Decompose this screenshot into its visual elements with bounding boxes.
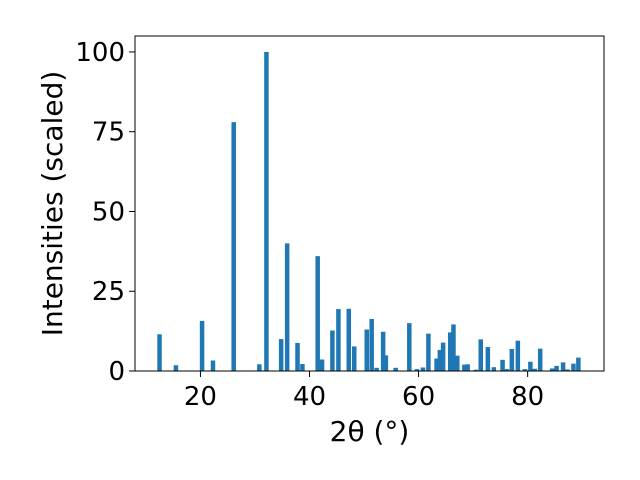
bar	[565, 369, 570, 371]
bar	[504, 369, 510, 371]
bar	[407, 323, 412, 371]
bar	[315, 256, 320, 371]
bar	[330, 330, 335, 371]
bar	[346, 308, 352, 371]
bar	[473, 369, 479, 371]
bar	[336, 309, 341, 371]
bar	[537, 348, 543, 371]
bar	[437, 349, 443, 371]
y-tick-label: 75	[92, 118, 125, 148]
bar	[522, 369, 528, 371]
bar	[485, 347, 491, 371]
bar	[478, 339, 483, 371]
bar	[380, 331, 386, 371]
bar	[440, 342, 446, 371]
bar	[447, 332, 453, 371]
y-axis-label: Intensities (scaled)	[36, 71, 69, 337]
bar	[364, 329, 370, 371]
x-tick-label: 60	[402, 382, 435, 412]
bar	[426, 333, 431, 371]
bar	[369, 319, 374, 371]
bar	[455, 355, 460, 371]
y-tick-label: 100	[75, 38, 125, 68]
x-tick-label: 40	[293, 382, 326, 412]
bar	[257, 364, 262, 371]
bar	[351, 346, 357, 371]
x-tick-label: 20	[184, 382, 217, 412]
bar	[462, 364, 467, 371]
bar	[420, 367, 426, 371]
bar	[173, 365, 179, 371]
bar	[284, 243, 290, 371]
bar	[532, 368, 537, 371]
bar	[319, 359, 325, 371]
bar	[571, 363, 576, 371]
bars-group	[157, 51, 581, 371]
bar	[465, 364, 470, 371]
bar	[515, 340, 521, 371]
x-axis-label: 2θ (°)	[330, 415, 410, 448]
bar	[383, 355, 389, 371]
bar	[554, 365, 559, 371]
bar	[264, 51, 269, 371]
bar	[157, 334, 162, 371]
bar	[393, 367, 398, 371]
bar	[300, 363, 305, 371]
bar	[295, 342, 300, 371]
bar	[199, 320, 205, 371]
x-axis-ticks: 20 40 60 80	[184, 371, 544, 412]
x-tick-label: 80	[511, 382, 544, 412]
bar	[560, 362, 566, 371]
y-tick-label: 50	[92, 197, 125, 227]
y-tick-label: 0	[108, 357, 125, 387]
y-axis-ticks: 0 25 50 75 100	[75, 38, 135, 387]
y-tick-label: 25	[92, 277, 125, 307]
bar	[231, 122, 236, 371]
bar	[434, 358, 439, 371]
bar	[491, 367, 497, 371]
bar	[549, 368, 555, 371]
bar	[210, 360, 216, 371]
bar	[374, 367, 379, 371]
bar	[500, 359, 505, 371]
bar	[528, 361, 533, 371]
plot-frame	[134, 35, 605, 372]
bar	[451, 324, 456, 371]
bar	[509, 348, 515, 371]
bar	[576, 357, 581, 371]
bar	[278, 339, 284, 371]
bar	[414, 369, 420, 371]
